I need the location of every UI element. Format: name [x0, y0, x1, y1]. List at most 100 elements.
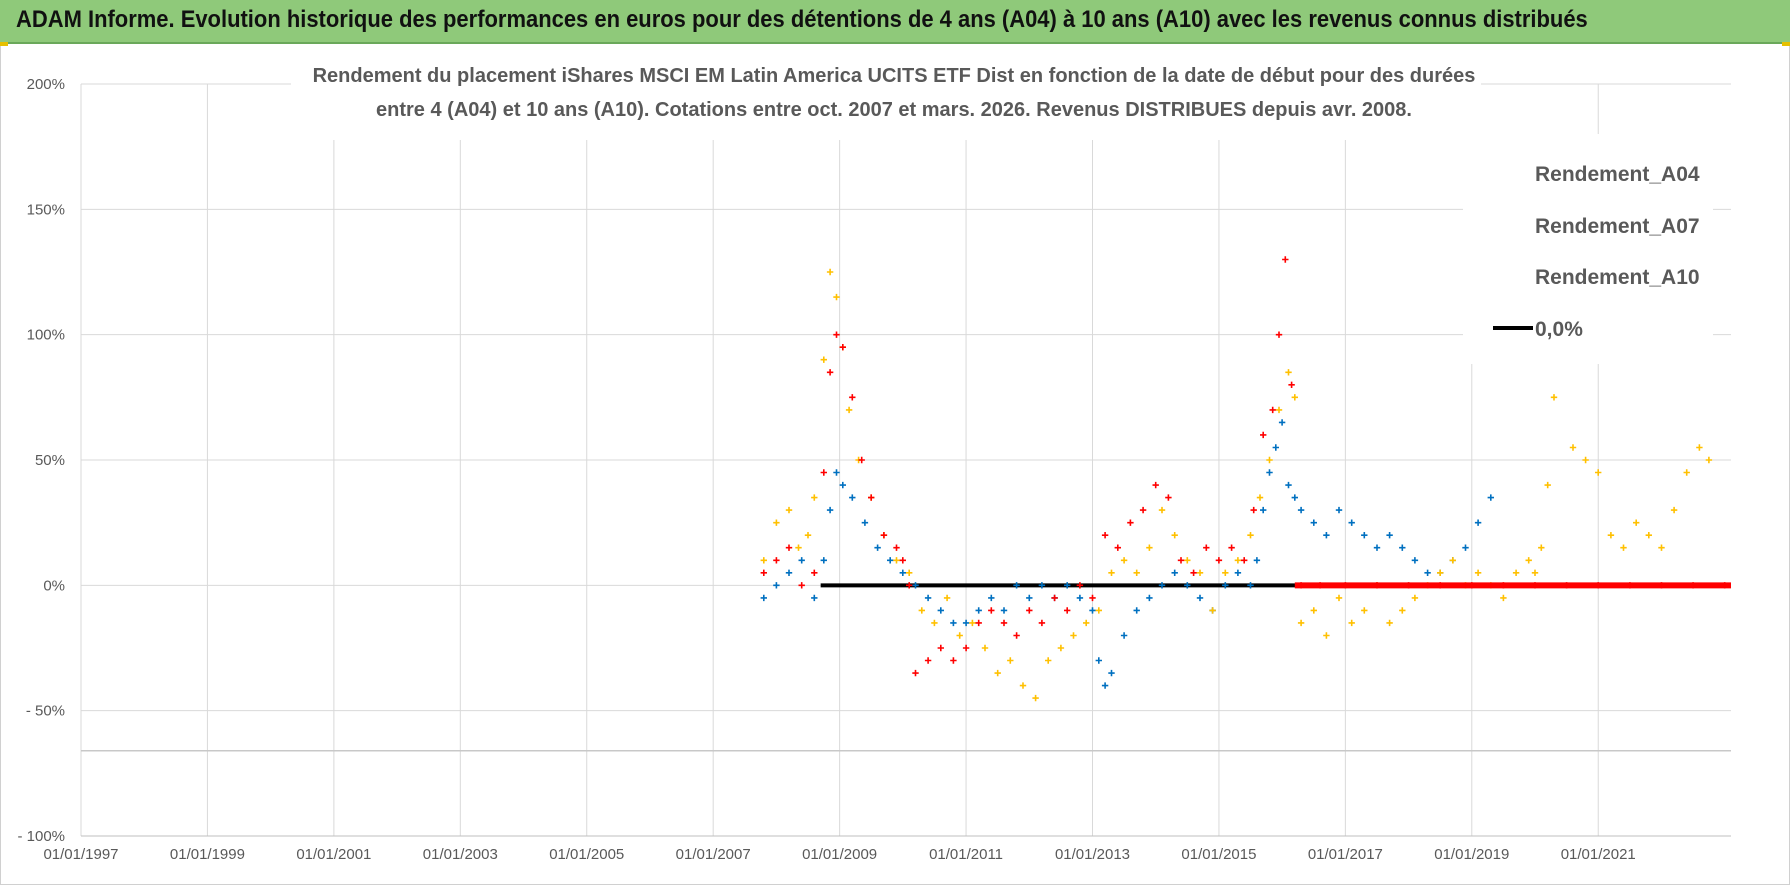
- rendement-a04-point: [1550, 394, 1558, 401]
- rendement-a04-point: [1275, 406, 1283, 414]
- legend-label: Rendement_A04: [1535, 163, 1700, 186]
- rendement-a10-point: [893, 544, 900, 551]
- rendement-a10-point: [785, 544, 793, 551]
- rendement-a04-point: [845, 406, 853, 414]
- rendement-a07-point: [1038, 582, 1046, 589]
- rendement-a07-point: [962, 619, 970, 627]
- rendement-a04-point: [1683, 469, 1690, 476]
- rendement-a04-point: [1266, 456, 1273, 464]
- axis-ticks: - 100% - 50% 0% 50% 100% 150% 200% 01/01/1997 01…: [17, 76, 1635, 863]
- rendement-a04-point: [1209, 607, 1216, 614]
- rendement-a04-point: [1057, 644, 1065, 652]
- rendement-a10-point: [1165, 494, 1172, 501]
- rendement-a04-point: [1234, 557, 1242, 564]
- rendement-a10-point: [1114, 544, 1121, 551]
- x-tick-label: 01/01/1999: [170, 846, 245, 863]
- rendement-a04-point: [1335, 594, 1343, 602]
- rendement-a04-point: [918, 607, 925, 614]
- rendement-a04-point: [1696, 444, 1703, 451]
- rendement-a10-point: [1288, 381, 1295, 388]
- rendement-a07-point: [785, 569, 793, 576]
- rendement-a04-point: [893, 557, 900, 564]
- x-tick-label: 01/01/2013: [1055, 846, 1130, 863]
- rendement-a10-point: [811, 569, 818, 576]
- rendement-a07-point: [1026, 594, 1033, 602]
- rendement-a07-point: [1247, 582, 1254, 589]
- rendement-a07-point: [773, 582, 780, 589]
- rendement-a04-point: [956, 632, 963, 639]
- rendement-a04-point: [1095, 607, 1102, 614]
- rendement-a04-point: [1310, 607, 1317, 614]
- rendement-a10-point: [1000, 619, 1008, 627]
- rendement-a04-point: [811, 494, 818, 501]
- rendement-a04-point: [1569, 444, 1577, 451]
- rendement-a04-point: [1500, 594, 1507, 602]
- rendement-a10-point: [1269, 406, 1276, 414]
- rendement-a07-point: [1184, 582, 1191, 589]
- title-line-1: Rendement du placement iShares MSCI EM L…: [313, 65, 1476, 87]
- rendement-a07-point: [887, 557, 894, 564]
- rendement-a04-point: [1348, 619, 1355, 627]
- rendement-a04-point: [1007, 657, 1014, 664]
- rendement-a07-point: [1361, 532, 1368, 539]
- rendement-a04-point: [1323, 632, 1330, 639]
- x-tick-label: 01/01/2009: [802, 846, 877, 863]
- rendement-a10-point: [1282, 256, 1289, 263]
- rendement-a07-point: [1348, 519, 1355, 526]
- rendement-a10-point: [937, 644, 944, 652]
- rendement-a04-point: [826, 268, 834, 276]
- rendement-a10-point: [880, 532, 888, 539]
- rendement-a10-point: [1241, 557, 1248, 564]
- rendement-a07-point: [899, 569, 906, 576]
- rendement-a04-point: [1171, 532, 1178, 539]
- rendement-a04-point: [1146, 544, 1153, 551]
- rendement-a07-point: [1158, 582, 1166, 589]
- rendement-a10-point: [962, 644, 970, 652]
- rendement-a07-point: [1196, 594, 1204, 602]
- x-tick-label: 01/01/2003: [423, 846, 498, 863]
- rendement-a10-point: [1250, 506, 1257, 514]
- rendement-a10-point: [1152, 481, 1159, 489]
- rendement-a04-point: [1449, 557, 1456, 564]
- rendement-a04-point: [1399, 607, 1406, 614]
- x-tick-label: 01/01/2001: [296, 846, 371, 863]
- rendement-a04-point: [1108, 569, 1115, 576]
- rendement-a04-point: [833, 293, 840, 301]
- rendement-a10-point: [1177, 557, 1185, 564]
- rendement-a04-point: [1512, 569, 1520, 576]
- rendement-a10-point: [760, 569, 767, 576]
- rendement-a10-point: [833, 331, 840, 338]
- rendement-a10-point: [988, 607, 995, 614]
- legend-label: Rendement_A07: [1535, 215, 1700, 238]
- rendement-a07-point: [811, 594, 818, 602]
- rendement-a04-point: [1386, 619, 1393, 627]
- y-tick-label: 50%: [35, 452, 65, 469]
- rendement-a04-point: [1133, 569, 1140, 576]
- rendement-a07-point: [988, 594, 995, 602]
- rendement-a04-point: [1222, 569, 1229, 576]
- rendement-a04-point: [1538, 544, 1545, 551]
- legend: Rendement_A04 Rendement_A07 Rendement_A10 0…: [1463, 134, 1713, 364]
- rendement-a07-point: [1146, 594, 1153, 602]
- x-tick-label: 01/01/2015: [1181, 846, 1256, 863]
- rendement-a04-point: [1158, 506, 1166, 514]
- rendement-a07-point: [1133, 607, 1140, 614]
- rendement-a07-point: [1474, 519, 1482, 526]
- rendement-a07-point: [1297, 506, 1305, 514]
- rendement-a04-point: [1595, 469, 1602, 476]
- banner-title: ADAM Informe. Evolution historique des p…: [16, 6, 1588, 33]
- rendement-a04-point: [1525, 557, 1532, 564]
- rendement-a04-point: [773, 519, 780, 526]
- scatter-chart: Rendement du placement iShares MSCI EM L…: [17, 58, 1731, 863]
- rendement-a07-point: [1222, 582, 1229, 589]
- rendement-a10-point: [1275, 331, 1283, 338]
- banner-accent-right: [1782, 42, 1790, 46]
- rendement-a10-point: [1190, 569, 1197, 576]
- x-tick-label: 01/01/2021: [1561, 846, 1636, 863]
- x-tick-label: 01/01/2007: [676, 846, 751, 863]
- rendement-a10-point: [1051, 594, 1058, 602]
- y-tick-label: - 100%: [17, 828, 65, 845]
- rendement-a10-point: [820, 469, 827, 476]
- rendement-a04-point: [1297, 619, 1305, 627]
- rendement-a07-point: [1013, 582, 1020, 589]
